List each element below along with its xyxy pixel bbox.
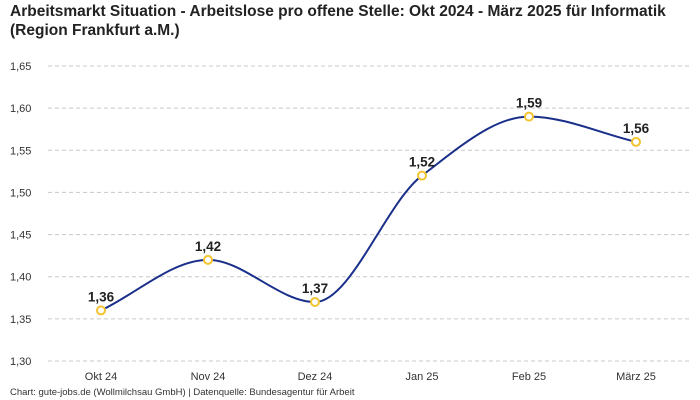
x-tick-label: Feb 25	[512, 371, 546, 383]
y-tick-label: 1,45	[10, 230, 31, 242]
grid-lines	[48, 65, 690, 362]
chart-title: Arbeitsmarkt Situation - Arbeitslose pro…	[10, 3, 666, 39]
series-line-group	[100, 115, 637, 312]
data-point[interactable]	[96, 305, 106, 316]
data-point[interactable]	[524, 111, 534, 122]
y-axis-tick-labels: 1,30 1,35 1,40 1,45 1,50 1,55 1,60 1,65	[10, 61, 31, 368]
x-tick-label: Nov 24	[191, 371, 226, 383]
y-tick-label: 1,60	[10, 103, 31, 115]
data-labels: 1,36 1,42 1,37 1,52 1,59 1,56	[88, 96, 650, 305]
data-label: 1,59	[516, 96, 542, 111]
data-label: 1,37	[302, 281, 328, 296]
x-axis-tick-labels: Okt 24 Nov 24 Dez 24 Jan 25 Feb 25 März 25	[85, 371, 656, 383]
data-point[interactable]	[417, 170, 427, 181]
data-point[interactable]	[310, 297, 320, 307]
data-point[interactable]	[631, 136, 641, 147]
data-point[interactable]	[203, 254, 213, 265]
series-line	[100, 115, 637, 312]
data-label: 1,52	[409, 155, 435, 170]
x-tick-label: März 25	[616, 371, 656, 383]
data-label: 1,42	[195, 239, 221, 254]
y-tick-label: 1,50	[10, 187, 31, 199]
y-tick-label: 1,55	[10, 145, 31, 157]
chart-source-note: Chart: gute-jobs.de (Wollmilchsau GmbH) …	[10, 387, 355, 398]
data-label: 1,56	[623, 121, 650, 136]
x-tick-label: Jan 25	[405, 371, 438, 383]
x-tick-label: Okt 24	[85, 371, 117, 383]
data-points	[96, 111, 641, 316]
data-label: 1,36	[88, 289, 115, 304]
y-tick-label: 1,35	[10, 314, 31, 326]
y-tick-label: 1,65	[10, 61, 31, 73]
y-tick-label: 1,40	[10, 272, 31, 284]
x-tick-label: Dez 24	[298, 371, 333, 383]
y-tick-label: 1,30	[10, 356, 31, 368]
